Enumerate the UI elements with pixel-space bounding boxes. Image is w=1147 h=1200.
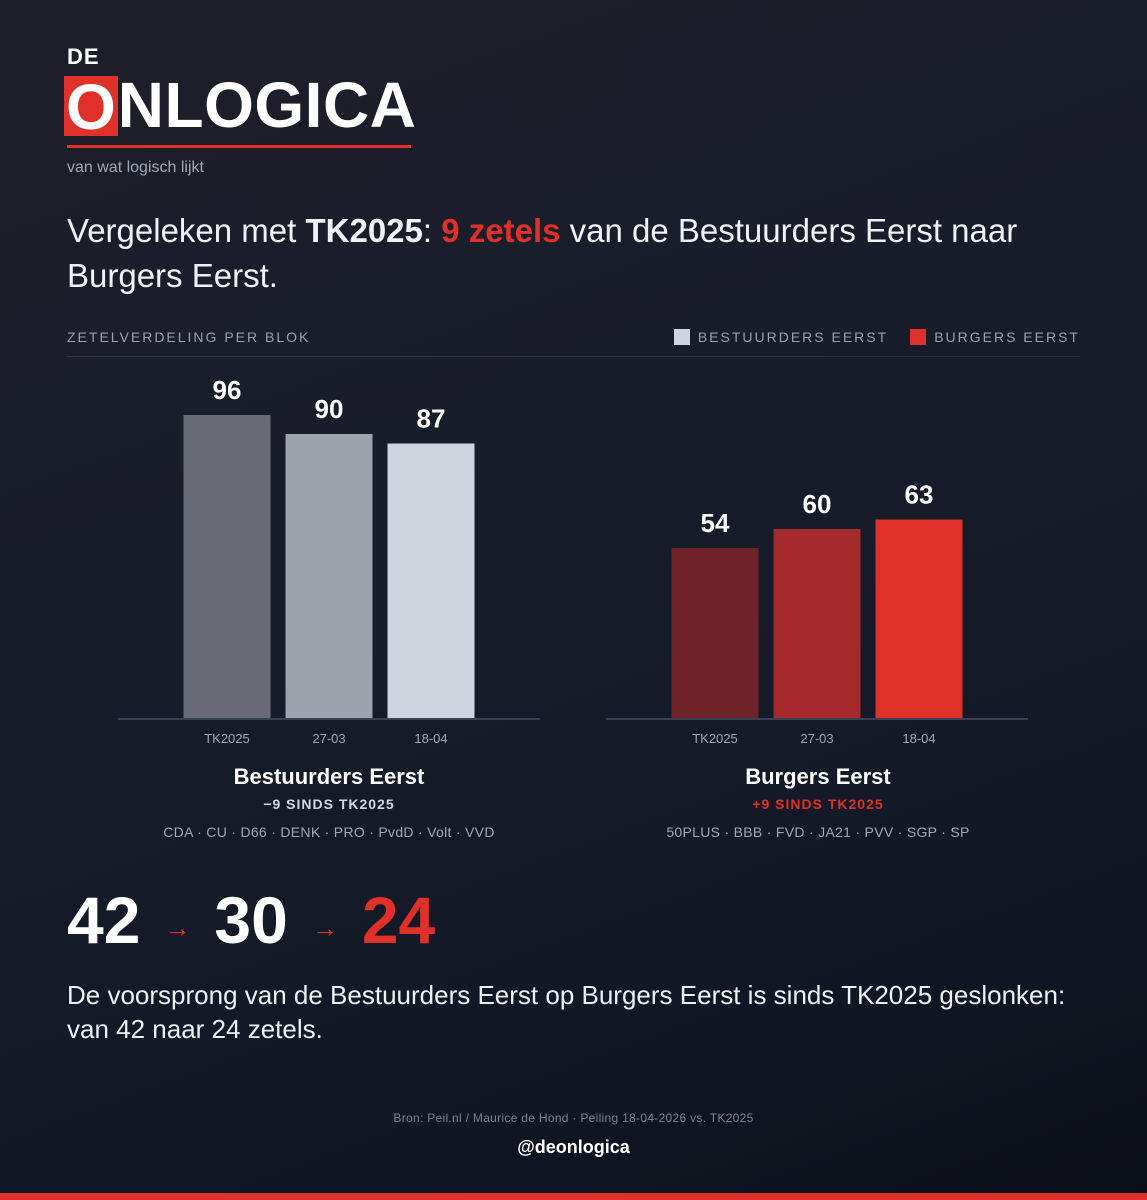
bar-0-0 [183, 415, 271, 719]
conclusion-text: De voorsprong van de Bestuurders Eerst o… [67, 980, 1066, 1044]
headline-part2: : [422, 212, 442, 249]
legend-item-burgers: BURGERS EERST [910, 329, 1080, 345]
source-credit: Bron: Peil.nl / Maurice de Hond · Peilin… [393, 1111, 754, 1125]
logo-highlight-letter: O [64, 71, 118, 143]
header-divider [67, 356, 1080, 357]
brand-prefix: DE [67, 44, 100, 69]
arrow-right-icon: → [311, 912, 338, 943]
chart-legend: BESTUURDERS EERST BURGERS EERST [673, 329, 1080, 345]
headline-highlight: 9 zetels [441, 212, 561, 249]
bottom-accent-bar [0, 1193, 1147, 1200]
bar-value-label: 60 [803, 489, 832, 519]
legend-label-bestuurders: BESTUURDERS EERST [697, 329, 889, 345]
x-tick-label: TK2025 [204, 731, 250, 746]
legend-item-bestuurders: BESTUURDERS EERST [673, 329, 889, 345]
bar-value-label: 87 [417, 404, 446, 434]
headline-part1: Vergeleken met [67, 212, 306, 249]
bar-1-2 [875, 519, 963, 719]
headline-bold: TK2025 [305, 212, 423, 249]
lead-value-tk2025: 42 [67, 883, 141, 957]
brand-logo: O NLOGICA [64, 69, 417, 143]
social-handle[interactable]: @deonlogica [517, 1137, 630, 1157]
bar-1-0 [671, 548, 759, 719]
bar-value-label: 90 [315, 394, 344, 424]
bar-0-1 [285, 434, 373, 719]
bar-value-label: 54 [701, 508, 730, 538]
x-tick-label: 18-04 [902, 731, 935, 746]
group-parties-bestuurders: CDA · CU · D66 · DENK · PRO · PvdD · Vol… [163, 824, 495, 840]
lead-value-27-03: 30 [214, 883, 288, 957]
headline: Vergeleken met TK2025: 9 zetels van de B… [67, 208, 1067, 298]
lead-progression: 42 → 30 → 24 [67, 880, 435, 960]
section-label: ZETELVERDELING PER BLOK [67, 329, 311, 345]
group-change-bestuurders: −9 SINDS TK2025 [263, 796, 395, 812]
x-tick-label: 18-04 [414, 731, 447, 746]
x-tick-label: 27-03 [312, 731, 345, 746]
group-title-bestuurders: Bestuurders Eerst [233, 764, 425, 789]
x-tick-label: TK2025 [692, 731, 738, 746]
bar-charts: 96 TK2025 90 27-03 87 18-04 54 TK2025 60 27-03 63 1… [118, 375, 1028, 746]
lead-value-18-04: 24 [361, 883, 436, 957]
headline-part3: van de Bestuurders Eerst naar Burgers Ee… [67, 212, 1018, 294]
arrow-right-icon: → [164, 912, 191, 943]
group-parties-burgers: 50PLUS · BBB · FVD · JA21 · PVV · SGP · … [666, 824, 970, 840]
bar-1-1 [773, 529, 861, 719]
bar-value-label: 63 [905, 480, 934, 510]
bar-value-label: 96 [213, 375, 242, 405]
group-title-burgers: Burgers Eerst [745, 764, 891, 789]
x-tick-label: 27-03 [800, 731, 833, 746]
tagline: van wat logisch lijkt [67, 159, 204, 176]
logo-wordmark: NLOGICA [117, 69, 417, 141]
logo-underline [67, 145, 411, 148]
legend-label-burgers: BURGERS EERST [934, 329, 1080, 345]
legend-swatch-burgers [910, 329, 927, 345]
legend-swatch-bestuurders [673, 329, 690, 345]
bar-0-2 [387, 443, 475, 719]
group-change-burgers: +9 SINDS TK2025 [752, 796, 884, 812]
